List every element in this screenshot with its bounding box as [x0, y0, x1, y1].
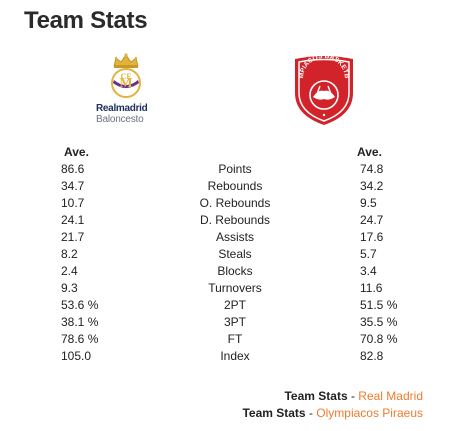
stat-row: 86.6 Points 74.8 — [50, 161, 420, 178]
page-title: Team Stats — [24, 7, 148, 34]
stat-right-value: 11.6 — [360, 281, 383, 295]
stat-left-value: 34.7 — [61, 179, 85, 193]
logo-text-baloncesto: Baloncesto — [96, 114, 144, 125]
stat-right-value: 51.5 % — [360, 298, 398, 312]
stat-right-value: 35.5 % — [360, 315, 398, 329]
stat-rows: 86.6 Points 74.8 34.7 Rebounds 34.2 10.7… — [50, 161, 420, 365]
stat-label: 3PT — [223, 315, 246, 329]
stat-right-value: 9.5 — [360, 196, 377, 210]
logo-text-realmadrid: Realmadrid — [96, 103, 148, 114]
stat-label: D. Rebounds — [199, 213, 271, 227]
stat-row: 53.6 % 2PT 51.5 % — [50, 297, 420, 314]
stat-label: Turnovers — [208, 281, 262, 295]
team-stats-links: Team Stats - Real Madrid Team Stats - Ol… — [242, 388, 423, 422]
stats-header: Ave. Ave. — [50, 145, 420, 161]
stat-row: 8.2 Steals 5.7 — [50, 246, 420, 263]
stat-left-value: 2.4 — [61, 264, 78, 278]
stat-left-value: 38.1 % — [61, 315, 99, 329]
olympiacos-crest-icon: OLYMPIACOS BASKETBALL — [288, 48, 353, 125]
stat-row: 24.1 D. Rebounds 24.7 — [50, 212, 420, 229]
team-stats-link-row: Team Stats - Real Madrid — [242, 388, 423, 405]
svg-text:CF: CF — [121, 72, 132, 81]
stat-row: 105.0 Index 82.8 — [50, 348, 420, 365]
team-stats-link-row: Team Stats - Olympiacos Piraeus — [242, 405, 423, 422]
link-separator: - — [305, 406, 317, 420]
stat-label: 2PT — [223, 298, 246, 312]
stat-left-value: 53.6 % — [61, 298, 99, 312]
stat-label: Blocks — [217, 264, 253, 278]
svg-text:M: M — [119, 76, 132, 91]
stat-right-value: 5.7 — [360, 247, 377, 261]
stat-row: 34.7 Rebounds 34.2 — [50, 178, 420, 195]
header-right-average: Ave. — [357, 145, 382, 159]
stat-label: Steals — [218, 247, 252, 261]
real-madrid-logo: M CF Realmadrid Baloncesto — [96, 52, 156, 128]
stat-right-value: 70.8 % — [360, 332, 398, 346]
header-left-average: Ave. — [64, 145, 89, 159]
stat-label: O. Rebounds — [199, 196, 271, 210]
stat-label: Index — [220, 349, 250, 363]
stat-left-value: 86.6 — [61, 162, 85, 176]
team-stats-link-label: Team Stats — [284, 389, 348, 403]
real-madrid-stats-link[interactable]: Real Madrid — [358, 389, 423, 403]
stat-right-value: 82.8 — [360, 349, 384, 363]
stat-left-value: 24.1 — [61, 213, 85, 227]
stat-right-value: 74.8 — [360, 162, 384, 176]
stat-row: 78.6 % FT 70.8 % — [50, 331, 420, 348]
team-stats-link-label: Team Stats — [242, 406, 306, 420]
real-madrid-crest-icon: M CF — [111, 53, 141, 98]
stat-label: Rebounds — [207, 179, 263, 193]
stats-table: Ave. Ave. 86.6 Points 74.8 34.7 Rebounds… — [50, 145, 420, 365]
stat-left-value: 78.6 % — [61, 332, 99, 346]
stat-row: 38.1 % 3PT 35.5 % — [50, 314, 420, 331]
olympiacos-logo: OLYMPIACOS BASKETBALL — [288, 48, 357, 127]
stat-left-value: 10.7 — [61, 196, 85, 210]
stat-right-value: 34.2 — [360, 179, 384, 193]
stat-label: Points — [218, 162, 252, 176]
link-separator: - — [347, 389, 359, 403]
stat-label: FT — [227, 332, 243, 346]
stat-row: 21.7 Assists 17.6 — [50, 229, 420, 246]
stat-row: 10.7 O. Rebounds 9.5 — [50, 195, 420, 212]
stat-left-value: 8.2 — [61, 247, 78, 261]
stat-row: 9.3 Turnovers 11.6 — [50, 280, 420, 297]
stat-right-value: 24.7 — [360, 213, 384, 227]
olympiacos-stats-link[interactable]: Olympiacos Piraeus — [316, 406, 423, 420]
stat-label: Assists — [215, 230, 254, 244]
stat-right-value: 17.6 — [360, 230, 384, 244]
stat-left-value: 21.7 — [61, 230, 85, 244]
stat-left-value: 105.0 — [61, 349, 92, 363]
stat-left-value: 9.3 — [61, 281, 78, 295]
stat-right-value: 3.4 — [360, 264, 377, 278]
stat-row: 2.4 Blocks 3.4 — [50, 263, 420, 280]
